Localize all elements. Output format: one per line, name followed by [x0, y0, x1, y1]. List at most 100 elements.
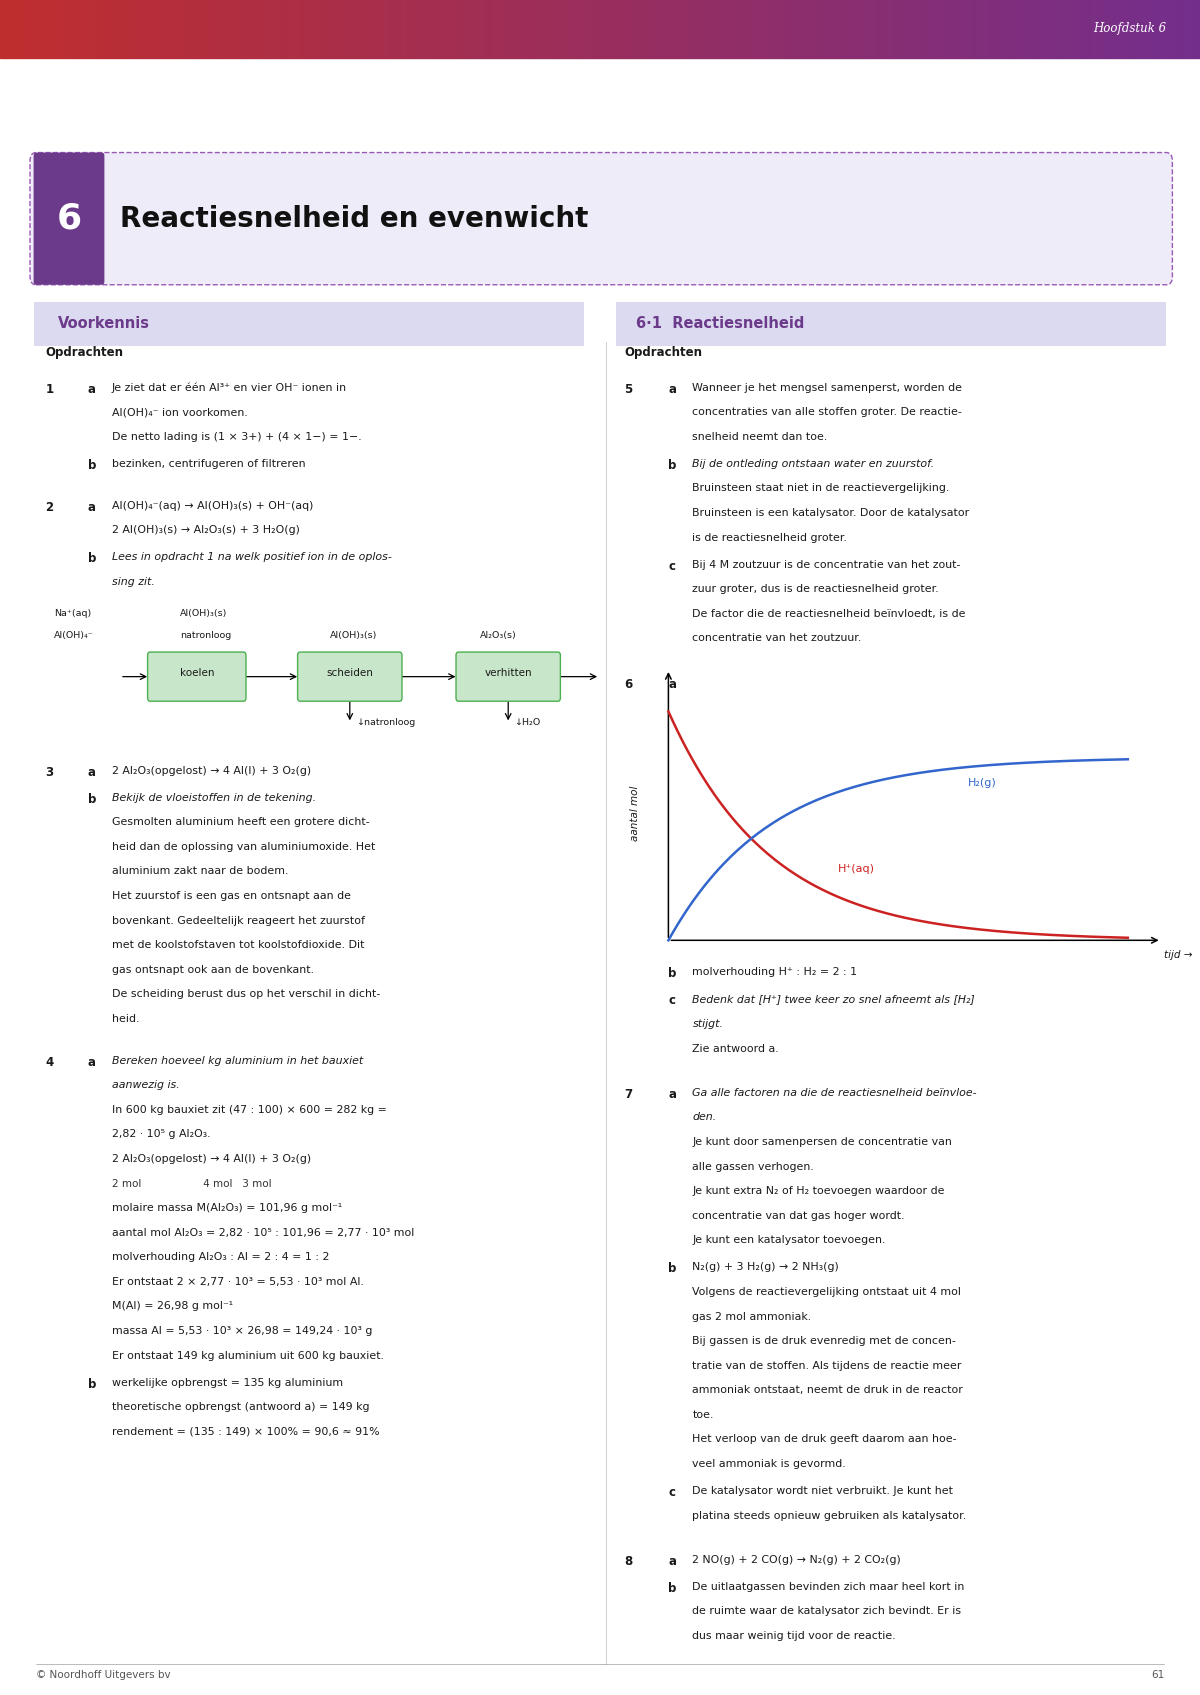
Text: toe.: toe.: [692, 1410, 714, 1420]
Bar: [1158, 0, 1164, 58]
Text: platina steeds opnieuw gebruiken als katalysator.: platina steeds opnieuw gebruiken als kat…: [692, 1510, 966, 1520]
Bar: [30, 0, 36, 58]
Bar: [582, 0, 588, 58]
Text: De netto lading is (1 × 3+) + (4 × 1−) = 1−.: De netto lading is (1 × 3+) + (4 × 1−) =…: [112, 432, 361, 442]
Text: 6·1  Reactiesnelheid: 6·1 Reactiesnelheid: [636, 317, 804, 331]
Text: 6: 6: [624, 678, 632, 690]
Text: Het verloop van de druk geeft daarom aan hoe-: Het verloop van de druk geeft daarom aan…: [692, 1434, 958, 1444]
Bar: [192, 0, 198, 58]
Text: Ga alle factoren na die de reactiesnelheid beïnvloe-: Ga alle factoren na die de reactiesnelhe…: [692, 1088, 977, 1098]
Bar: [114, 0, 120, 58]
Text: 5: 5: [624, 383, 632, 395]
Text: Bij 4 M zoutzuur is de concentratie van het zout-: Bij 4 M zoutzuur is de concentratie van …: [692, 559, 961, 570]
Bar: [528, 0, 534, 58]
Text: Bereken hoeveel kg aluminium in het bauxiet: Bereken hoeveel kg aluminium in het baux…: [112, 1056, 362, 1066]
Bar: [1050, 0, 1056, 58]
Bar: [24, 0, 30, 58]
Text: gas 2 mol ammoniak.: gas 2 mol ammoniak.: [692, 1312, 811, 1322]
Text: natronloog: natronloog: [180, 631, 232, 641]
Text: b: b: [88, 553, 96, 564]
Bar: [954, 0, 960, 58]
Bar: [318, 0, 324, 58]
Bar: [372, 0, 378, 58]
Bar: [378, 0, 384, 58]
Bar: [246, 0, 252, 58]
Bar: [150, 0, 156, 58]
Bar: [936, 0, 942, 58]
Text: 4: 4: [46, 1056, 54, 1068]
Text: alle gassen verhogen.: alle gassen verhogen.: [692, 1161, 814, 1171]
Bar: [1014, 0, 1020, 58]
Bar: [60, 0, 66, 58]
Text: a: a: [88, 1056, 96, 1068]
Bar: [450, 0, 456, 58]
Bar: [534, 0, 540, 58]
Bar: [960, 0, 966, 58]
FancyBboxPatch shape: [148, 653, 246, 702]
Text: 8: 8: [624, 1554, 632, 1568]
Bar: [18, 0, 24, 58]
Bar: [966, 0, 972, 58]
Bar: [690, 0, 696, 58]
Bar: [1020, 0, 1026, 58]
Text: c: c: [668, 559, 676, 573]
Bar: [750, 0, 756, 58]
Bar: [510, 0, 516, 58]
Bar: [594, 0, 600, 58]
Text: c: c: [668, 1487, 676, 1498]
Bar: [462, 0, 468, 58]
Text: Zie antwoord a.: Zie antwoord a.: [692, 1044, 779, 1054]
Bar: [1044, 0, 1050, 58]
Bar: [756, 0, 762, 58]
Text: De katalysator wordt niet verbruikt. Je kunt het: De katalysator wordt niet verbruikt. Je …: [692, 1487, 953, 1497]
Text: 2 mol                   4 mol   3 mol: 2 mol 4 mol 3 mol: [112, 1178, 271, 1188]
Bar: [144, 0, 150, 58]
Bar: [1146, 0, 1152, 58]
Text: a: a: [88, 383, 96, 395]
Text: 6: 6: [56, 202, 82, 236]
Text: concentratie van dat gas hoger wordt.: concentratie van dat gas hoger wordt.: [692, 1210, 905, 1220]
Bar: [1176, 0, 1182, 58]
Bar: [930, 0, 936, 58]
Bar: [354, 0, 360, 58]
Bar: [588, 0, 594, 58]
Text: sing zit.: sing zit.: [112, 576, 155, 586]
Text: 2,82 · 10⁵ g Al₂O₃.: 2,82 · 10⁵ g Al₂O₃.: [112, 1129, 210, 1139]
Text: molverhouding Al₂O₃ : Al = 2 : 4 = 1 : 2: molverhouding Al₂O₃ : Al = 2 : 4 = 1 : 2: [112, 1253, 329, 1263]
Text: a: a: [668, 383, 677, 395]
Bar: [312, 0, 318, 58]
Text: Lees in opdracht 1 na welk positief ion in de oplos-: Lees in opdracht 1 na welk positief ion …: [112, 553, 391, 563]
Text: Er ontstaat 149 kg aluminium uit 600 kg bauxiet.: Er ontstaat 149 kg aluminium uit 600 kg …: [112, 1351, 384, 1361]
Text: Al(OH)₃(s): Al(OH)₃(s): [180, 609, 227, 617]
Bar: [108, 0, 114, 58]
Bar: [900, 0, 906, 58]
Bar: [630, 0, 636, 58]
Text: koelen: koelen: [180, 668, 214, 678]
Text: bovenkant. Gedeeltelijk reageert het zuurstof: bovenkant. Gedeeltelijk reageert het zuu…: [112, 915, 365, 925]
Bar: [330, 0, 336, 58]
FancyBboxPatch shape: [34, 153, 104, 285]
Bar: [618, 0, 624, 58]
Bar: [1134, 0, 1140, 58]
Text: De factor die de reactiesnelheid beïnvloedt, is de: De factor die de reactiesnelheid beïnvlo…: [692, 609, 966, 619]
Bar: [834, 0, 840, 58]
Bar: [492, 0, 498, 58]
Bar: [984, 0, 990, 58]
Bar: [78, 0, 84, 58]
Bar: [882, 0, 888, 58]
Text: aluminium zakt naar de bodem.: aluminium zakt naar de bodem.: [112, 866, 288, 876]
Text: heid.: heid.: [112, 1014, 139, 1024]
Bar: [66, 0, 72, 58]
Bar: [198, 0, 204, 58]
Text: Je kunt een katalysator toevoegen.: Je kunt een katalysator toevoegen.: [692, 1236, 886, 1246]
Text: de ruimte waar de katalysator zich bevindt. Er is: de ruimte waar de katalysator zich bevin…: [692, 1607, 961, 1617]
Bar: [120, 0, 126, 58]
Text: Bruinsteen is een katalysator. Door de katalysator: Bruinsteen is een katalysator. Door de k…: [692, 508, 970, 519]
Bar: [480, 0, 486, 58]
Bar: [720, 0, 726, 58]
Text: Voorkennis: Voorkennis: [58, 317, 150, 331]
Bar: [1074, 0, 1080, 58]
Bar: [504, 0, 510, 58]
Bar: [738, 0, 744, 58]
Bar: [1032, 0, 1038, 58]
